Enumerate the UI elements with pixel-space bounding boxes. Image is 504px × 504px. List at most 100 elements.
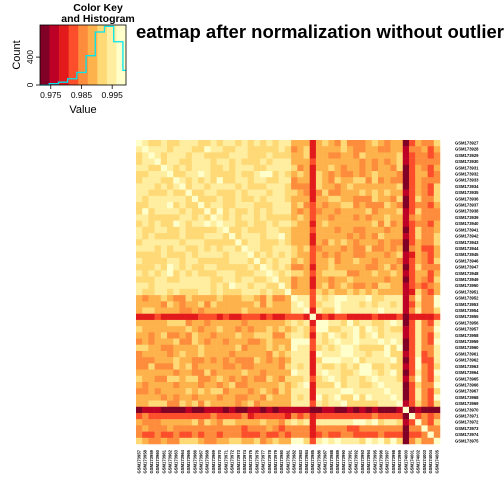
heatmap-cell xyxy=(433,202,441,209)
heatmap-cell xyxy=(222,202,230,209)
heatmap-cell xyxy=(253,431,261,439)
heatmap-cell xyxy=(291,400,298,408)
heatmap-cell xyxy=(278,239,286,246)
heatmap-cell xyxy=(222,171,230,178)
heatmap-cell xyxy=(353,357,360,364)
heatmap-cell xyxy=(142,239,149,246)
heatmap-cell xyxy=(340,437,348,445)
heatmap-cell xyxy=(278,177,286,184)
heatmap-cell xyxy=(334,202,341,209)
heatmap-cell xyxy=(160,419,168,426)
heatmap-cell xyxy=(179,406,186,414)
heatmap-cell xyxy=(346,381,354,389)
heatmap-cell xyxy=(154,264,162,271)
heatmap-cell xyxy=(210,171,217,178)
heatmap-cell xyxy=(167,152,174,159)
heatmap-cell xyxy=(247,332,255,339)
row-label: GSM173952 xyxy=(455,296,479,301)
heatmap-cell xyxy=(433,431,441,439)
heatmap-cell xyxy=(408,400,416,408)
heatmap-cell xyxy=(353,388,360,395)
heatmap-cell xyxy=(427,425,435,432)
heatmap-cell xyxy=(377,344,385,352)
heatmap-cell xyxy=(173,202,180,209)
heatmap-cell xyxy=(198,307,205,314)
heatmap-cell xyxy=(371,288,379,296)
heatmap-cell xyxy=(359,326,366,333)
heatmap-cell xyxy=(142,140,149,147)
heatmap-cell xyxy=(160,208,168,215)
heatmap-cell xyxy=(390,288,397,296)
row-label: GSM173958 xyxy=(455,333,479,338)
heatmap-cell xyxy=(253,369,261,377)
heatmap-cell xyxy=(160,264,168,271)
heatmap-cell xyxy=(191,183,199,190)
heatmap-cell xyxy=(160,307,168,314)
heatmap-cell xyxy=(142,344,149,352)
heatmap-cell xyxy=(167,288,174,296)
heatmap-cell xyxy=(204,288,211,296)
heatmap-cell xyxy=(390,307,397,314)
heatmap-cell xyxy=(396,282,404,290)
heatmap-cell xyxy=(179,400,186,408)
heatmap-cell xyxy=(390,425,397,432)
heatmap-cell xyxy=(185,344,193,352)
heatmap-cell xyxy=(297,394,304,401)
heatmap-cell xyxy=(173,326,180,333)
column-label: GSM173997 xyxy=(385,449,390,473)
heatmap-cell xyxy=(408,282,416,290)
heatmap-cell xyxy=(148,233,155,240)
heatmap-cell xyxy=(266,202,273,209)
row-label: GSM173961 xyxy=(455,351,479,356)
heatmap-cell xyxy=(328,282,335,290)
heatmap-cell xyxy=(284,431,292,439)
heatmap-cell xyxy=(185,164,193,172)
heatmap-cell xyxy=(309,338,317,345)
heatmap-cell xyxy=(353,233,360,240)
heatmap-cell xyxy=(396,189,404,197)
heatmap-cell xyxy=(390,388,397,395)
heatmap-cell xyxy=(297,140,304,147)
heatmap-cell xyxy=(210,195,217,203)
heatmap-cell xyxy=(247,369,255,377)
heatmap-cell xyxy=(365,357,373,364)
heatmap-cell xyxy=(235,245,242,252)
heatmap-cell xyxy=(235,363,242,370)
heatmap-cell xyxy=(253,344,261,352)
heatmap-cell xyxy=(148,406,155,414)
heatmap-cell xyxy=(179,431,186,439)
heatmap-cell xyxy=(173,251,180,259)
heatmap-cell xyxy=(334,406,341,414)
heatmap-cell xyxy=(340,177,348,184)
heatmap-cell xyxy=(142,313,149,321)
heatmap-cell xyxy=(266,146,273,153)
heatmap-cell xyxy=(154,239,162,246)
heatmap-cell xyxy=(253,276,261,283)
heatmap-cell xyxy=(346,208,354,215)
heatmap-cell xyxy=(322,208,329,215)
heatmap-cell xyxy=(278,344,286,352)
heatmap-cell xyxy=(179,282,186,290)
heatmap-cell xyxy=(346,152,354,159)
heatmap-cell xyxy=(179,412,186,420)
heatmap-cell xyxy=(241,431,248,439)
heatmap-cell xyxy=(340,307,348,314)
heatmap-cell xyxy=(433,313,441,321)
heatmap-cell xyxy=(216,369,224,377)
heatmap-cell xyxy=(365,164,373,172)
heatmap-cell xyxy=(284,319,292,327)
heatmap-cell xyxy=(359,146,366,153)
heatmap-cell xyxy=(204,140,211,147)
heatmap-cell xyxy=(346,425,354,432)
heatmap-cell xyxy=(390,164,397,172)
heatmap-cell xyxy=(241,319,248,327)
heatmap-cell xyxy=(173,264,180,271)
heatmap-cell xyxy=(253,183,261,190)
heatmap-cell xyxy=(402,344,410,352)
heatmap-cell xyxy=(427,245,435,252)
heatmap-cell xyxy=(402,301,410,308)
heatmap-cell xyxy=(241,307,248,314)
heatmap-cell xyxy=(136,412,143,420)
heatmap-cell xyxy=(142,307,149,314)
heatmap-cell xyxy=(160,357,168,364)
